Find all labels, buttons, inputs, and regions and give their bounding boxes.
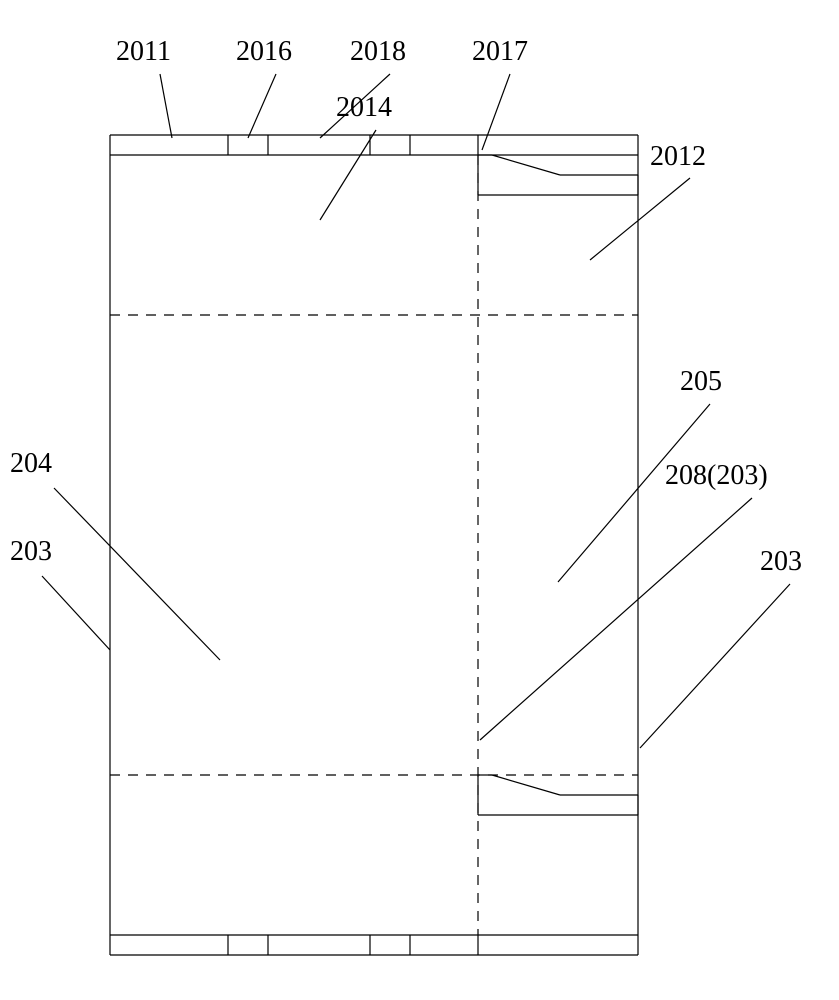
- label-l208: 208(203): [665, 460, 768, 491]
- technical-drawing: 2011 2016 2018 2017 2014 2012 205 208(203) 203 20…: [0, 0, 839, 1000]
- leader-l204: [54, 488, 220, 660]
- label-l203l: 203: [10, 536, 52, 567]
- leader-l2017: [482, 74, 510, 150]
- label-l2012: 2012: [650, 141, 706, 172]
- leader-l2016: [248, 74, 276, 138]
- label-l2018: 2018: [350, 36, 406, 67]
- label-l2017: 2017: [472, 36, 528, 67]
- leader-l2012: [590, 178, 690, 260]
- label-l2016: 2016: [236, 36, 292, 67]
- leader-l208: [480, 498, 752, 740]
- leader-l2014: [320, 130, 376, 220]
- label-l204: 204: [10, 448, 52, 479]
- label-l205: 205: [680, 366, 722, 397]
- leader-l203l: [42, 576, 110, 650]
- label-l203r: 203: [760, 546, 802, 577]
- leader-l203r: [640, 584, 790, 748]
- label-l2014: 2014: [336, 92, 392, 123]
- label-l2011: 2011: [116, 36, 171, 67]
- leader-l2011: [160, 74, 172, 138]
